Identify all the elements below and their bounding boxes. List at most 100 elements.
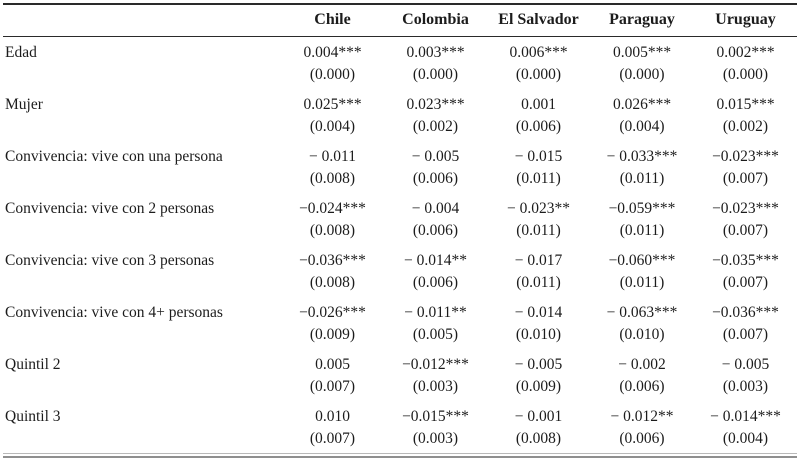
data-cell: 0.005 (0.007): [281, 354, 384, 406]
data-cell: − 0.014** (0.006): [384, 250, 487, 302]
standard-error-value: (0.010): [515, 326, 562, 343]
coefficient-value: 0.026***: [612, 96, 672, 113]
coefficient-value: − 0.063***: [606, 304, 678, 321]
standard-error-value: (0.007): [722, 274, 769, 291]
coefficient-value: 0.023***: [406, 96, 465, 113]
table-row: Edad 0.004*** (0.000) 0.003*** (0.000) 0.006*…: [3, 37, 797, 95]
row-label: Edad: [5, 44, 37, 61]
standard-error-value: (0.006): [412, 274, 459, 291]
standard-error-value: (0.000): [412, 66, 459, 83]
row-label: Quintil 3: [5, 408, 61, 425]
table-row: Quintil 3 0.010 (0.007) −0.015*** (0.003) − 0…: [3, 406, 797, 453]
coefficient-value: 0.006***: [509, 44, 568, 61]
standard-error-value: (0.007): [309, 430, 356, 447]
table-bottom-rule: [3, 453, 797, 458]
standard-error-value: (0.006): [412, 222, 459, 239]
header-row: Chile Colombia El Salvador Paraguay Uruguay: [3, 5, 797, 37]
coefficient-value: − 0.015: [514, 148, 563, 165]
standard-error-value: (0.006): [515, 118, 562, 135]
coefficient-value: −0.026***: [299, 304, 366, 321]
row-label: Mujer: [5, 96, 43, 113]
table-row: Convivencia: vive con 2 personas −0.024**…: [3, 198, 797, 250]
standard-error-value: (0.011): [619, 222, 665, 239]
coefficient-value: −0.060***: [608, 252, 676, 269]
standard-error-value: (0.004): [619, 118, 665, 135]
coefficient-value: − 0.012**: [610, 408, 674, 425]
coefficient-value: − 0.033***: [606, 148, 678, 165]
row-label: Convivencia: vive con 2 personas: [5, 200, 215, 217]
data-cell: −0.012*** (0.003): [384, 354, 487, 406]
data-cell: 0.002*** (0.000): [694, 37, 797, 95]
coefficient-value: − 0.011**: [404, 304, 467, 321]
coefficient-value: −0.023***: [712, 148, 779, 165]
data-cell: − 0.063*** (0.010): [590, 302, 694, 354]
standard-error-value: (0.011): [516, 170, 561, 187]
data-cell: − 0.004 (0.006): [384, 198, 487, 250]
column-header-chile: Chile: [281, 5, 384, 37]
standard-error-value: (0.011): [516, 274, 561, 291]
data-cell: −0.015*** (0.003): [384, 406, 487, 453]
corner-cell: [3, 5, 281, 37]
paper-page: Chile Colombia El Salvador Paraguay Uruguay …: [0, 3, 800, 458]
standard-error-value: (0.004): [309, 118, 356, 135]
standard-error-value: (0.000): [619, 66, 665, 83]
standard-error-value: (0.009): [309, 326, 356, 343]
coefficient-value: − 0.014: [514, 304, 563, 321]
data-cell: −0.059*** (0.011): [590, 198, 694, 250]
coefficient-value: − 0.001: [514, 408, 563, 425]
coefficient-value: − 0.023**: [507, 200, 570, 217]
table-row: Mujer 0.025*** (0.004) 0.023*** (0.002) 0.001…: [3, 94, 797, 146]
data-cell: −0.023*** (0.007): [694, 146, 797, 198]
standard-error-value: (0.004): [722, 430, 769, 447]
data-cell: 0.004*** (0.000): [281, 37, 384, 95]
data-cell: − 0.033*** (0.011): [590, 146, 694, 198]
data-cell: −0.023*** (0.007): [694, 198, 797, 250]
coefficient-value: −0.036***: [299, 252, 366, 269]
data-cell: − 0.023** (0.011): [487, 198, 590, 250]
data-cell: − 0.015 (0.011): [487, 146, 590, 198]
data-cell: − 0.017 (0.011): [487, 250, 590, 302]
coefficient-value: −0.015***: [402, 408, 469, 425]
standard-error-value: (0.009): [515, 378, 562, 395]
standard-error-value: (0.011): [619, 170, 665, 187]
column-header-paraguay: Paraguay: [590, 5, 694, 37]
row-label: Convivencia: vive con una persona: [5, 148, 223, 165]
standard-error-value: (0.008): [515, 430, 562, 447]
standard-error-value: (0.000): [309, 66, 356, 83]
coefficient-value: − 0.005: [411, 148, 460, 165]
table-row: Convivencia: vive con 3 personas −0.036**…: [3, 250, 797, 302]
coefficient-value: − 0.014***: [710, 408, 781, 425]
standard-error-value: (0.003): [412, 430, 459, 447]
data-cell: −0.026*** (0.009): [281, 302, 384, 354]
coefficient-value: 0.015***: [716, 96, 775, 113]
coefficient-value: 0.004***: [303, 44, 362, 61]
standard-error-value: (0.002): [412, 118, 459, 135]
data-cell: − 0.012** (0.006): [590, 406, 694, 453]
coefficient-value: 0.005***: [612, 44, 672, 61]
coefficient-value: 0.002***: [716, 44, 775, 61]
data-cell: −0.036*** (0.008): [281, 250, 384, 302]
standard-error-value: (0.006): [412, 170, 459, 187]
column-header-colombia: Colombia: [384, 5, 487, 37]
standard-error-value: (0.005): [412, 326, 459, 343]
data-cell: − 0.001 (0.008): [487, 406, 590, 453]
standard-error-value: (0.002): [722, 118, 769, 135]
data-cell: − 0.011** (0.005): [384, 302, 487, 354]
table-top-rule: [3, 3, 797, 5]
row-label: Convivencia: vive con 4+ personas: [5, 304, 223, 321]
data-cell: − 0.005 (0.006): [384, 146, 487, 198]
data-cell: −0.035*** (0.007): [694, 250, 797, 302]
coefficient-value: 0.025***: [303, 96, 362, 113]
column-header-el-salvador: El Salvador: [487, 5, 590, 37]
standard-error-value: (0.007): [722, 326, 769, 343]
data-cell: 0.005*** (0.000): [590, 37, 694, 95]
standard-error-value: (0.011): [619, 274, 665, 291]
standard-error-value: (0.006): [619, 430, 665, 447]
table-row: Convivencia: vive con 4+ personas −0.026*…: [3, 302, 797, 354]
data-cell: 0.015*** (0.002): [694, 94, 797, 146]
data-cell: − 0.014 (0.010): [487, 302, 590, 354]
coefficient-value: − 0.004: [411, 200, 460, 217]
data-cell: − 0.011 (0.008): [281, 146, 384, 198]
coefficient-value: 0.010: [315, 408, 350, 425]
data-cell: 0.023*** (0.002): [384, 94, 487, 146]
